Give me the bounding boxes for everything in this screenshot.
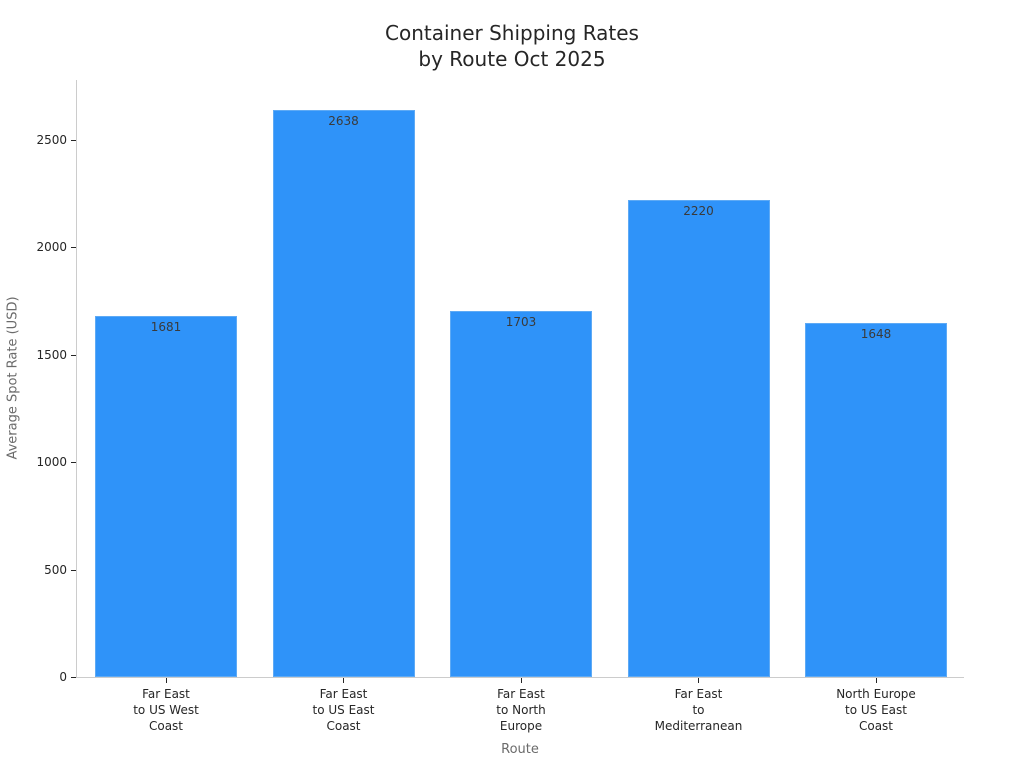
y-tick: 2500 bbox=[0, 133, 76, 154]
bar-value-label: 1681 bbox=[150, 319, 182, 334]
y-tick-label: 1500 bbox=[36, 347, 67, 362]
y-tick-mark bbox=[71, 569, 76, 571]
y-tick-mark bbox=[71, 354, 76, 356]
x-tick: North Europe to US East Coast bbox=[796, 678, 956, 734]
x-tick-mark bbox=[875, 678, 877, 683]
y-tick: 0 bbox=[0, 670, 76, 691]
y-axis-label: Average Spot Rate (USD) bbox=[5, 296, 21, 460]
bar[interactable]: 1703 bbox=[450, 311, 592, 677]
bar[interactable]: 1648 bbox=[805, 323, 947, 677]
chart-title-line-1: Container Shipping Rates bbox=[385, 21, 639, 45]
y-tick-label: 2000 bbox=[36, 240, 67, 255]
y-tick: 1000 bbox=[0, 455, 76, 476]
x-tick-mark bbox=[343, 678, 344, 683]
bar-value-label: 1648 bbox=[860, 327, 892, 341]
x-tick-label: North Europe to US East Coast bbox=[836, 687, 916, 733]
y-tick: 500 bbox=[0, 563, 76, 584]
bar-value-label: 2638 bbox=[328, 114, 359, 129]
bar[interactable]: 2220 bbox=[627, 200, 770, 677]
x-tick-mark bbox=[165, 678, 167, 683]
x-axis-line bbox=[76, 677, 964, 678]
x-axis-label: Route bbox=[501, 742, 539, 757]
x-tick: Far East to Mediterranean bbox=[619, 678, 779, 734]
x-tick: Far East to US West Coast bbox=[86, 678, 246, 734]
y-tick-label: 1000 bbox=[36, 455, 67, 470]
x-tick-label: Far East to US East Coast bbox=[312, 687, 375, 733]
y-tick-mark bbox=[71, 462, 76, 464]
x-tick-label: Far East to Mediterranean bbox=[654, 687, 743, 733]
bar[interactable]: 2638 bbox=[272, 110, 415, 677]
x-tick-label: Far East to US West Coast bbox=[133, 687, 199, 733]
bar-value-label: 1703 bbox=[505, 315, 537, 330]
y-tick-label: 2500 bbox=[36, 133, 67, 147]
chart-title: Container Shipping Rates by Route Oct 20… bbox=[0, 20, 1024, 72]
x-tick: Far East to North Europe bbox=[441, 678, 601, 734]
bar[interactable]: 1681 bbox=[95, 315, 237, 677]
y-tick: 1500 bbox=[0, 348, 76, 369]
x-tick-mark bbox=[520, 678, 522, 683]
x-tick: Far East to US East Coast bbox=[264, 678, 424, 734]
y-axis-line bbox=[76, 80, 77, 678]
y-tick-mark bbox=[71, 140, 76, 141]
y-tick-mark bbox=[71, 677, 76, 678]
y-tick-mark bbox=[71, 247, 76, 249]
y-tick: 2000 bbox=[0, 240, 76, 261]
chart-title-line-2: by Route Oct 2025 bbox=[418, 47, 606, 71]
bar-value-label: 2220 bbox=[683, 204, 714, 219]
y-tick-label: 0 bbox=[59, 670, 67, 684]
y-tick-label: 500 bbox=[44, 562, 67, 577]
x-tick-mark bbox=[698, 678, 699, 683]
x-tick-label: Far East to North Europe bbox=[496, 687, 546, 733]
